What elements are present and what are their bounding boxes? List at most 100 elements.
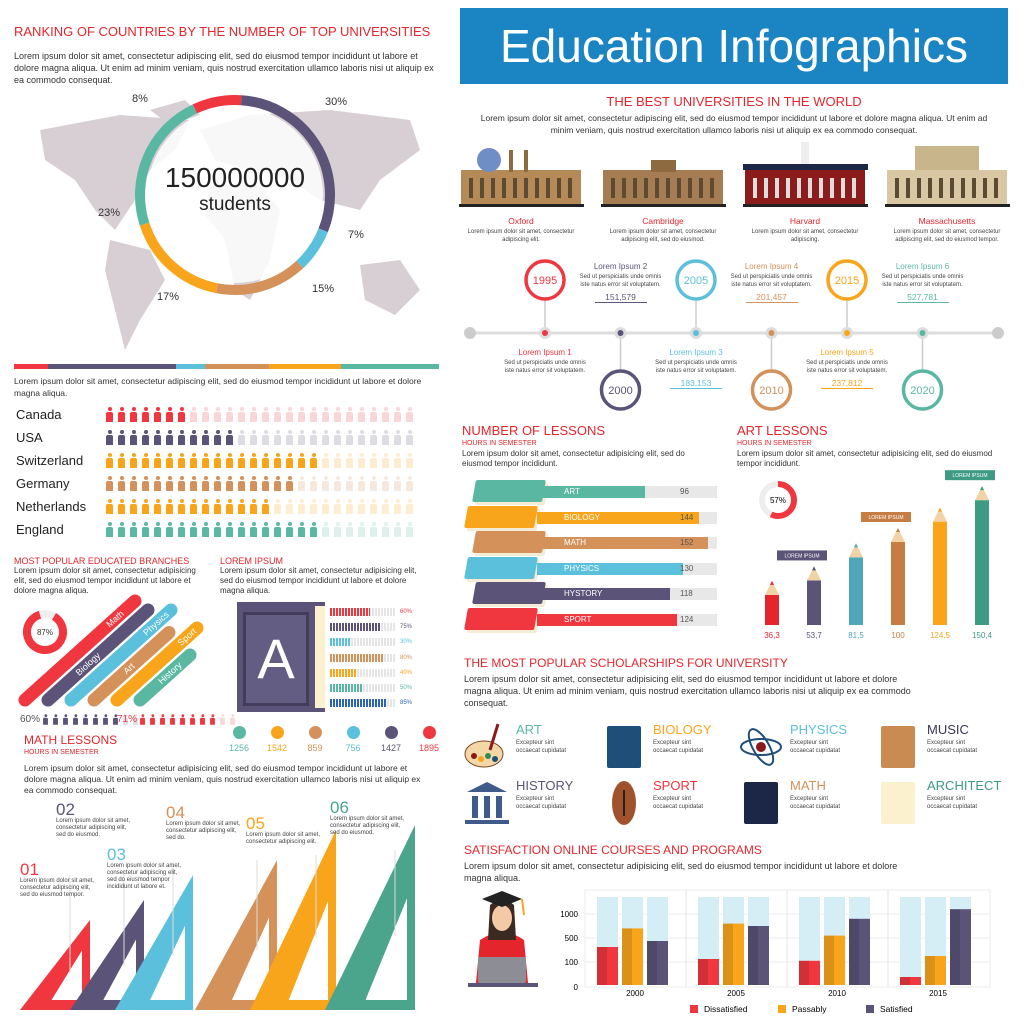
country-pictogram-row	[105, 495, 414, 518]
person-icon	[165, 453, 174, 468]
person-icon	[285, 522, 294, 537]
stat-item: 1256	[222, 726, 256, 753]
pencil-value: 81,5	[848, 631, 864, 640]
legend-label: Passably	[792, 1004, 827, 1014]
art-subtitle: HOURS IN SEMESTER	[737, 440, 812, 447]
person-icon	[129, 499, 138, 514]
person-icon	[297, 430, 306, 445]
pencil-flag	[777, 550, 827, 561]
scholarship-item[interactable]: ART Excepteur sint occaecat cupidatat	[462, 722, 599, 772]
timeline-year-circle[interactable]	[750, 369, 793, 411]
person-icon	[219, 714, 225, 725]
book-bar-label: 60%	[400, 608, 413, 615]
timeline-year-circle[interactable]	[826, 259, 868, 301]
timeline-year: 2005	[684, 275, 708, 287]
university-building-icon	[742, 142, 868, 207]
book-title: LOREM IPSUM	[220, 556, 284, 566]
math-step: 06 Lorem ipsum dolor sit amet, consectetu…	[330, 799, 410, 837]
scholarship-item[interactable]: PHYSICS Excepteur sint occaecat cupidatat	[736, 722, 873, 772]
person-icon	[177, 476, 186, 491]
pencil-bar	[807, 580, 821, 625]
university-name: Harvard	[789, 216, 821, 226]
person-icon	[213, 453, 222, 468]
person-icon	[369, 453, 378, 468]
timeline-entry-value: 237,812	[821, 378, 873, 389]
segment-label: 8%	[132, 93, 148, 105]
person-icon	[225, 522, 234, 537]
person-icon	[62, 714, 68, 725]
person-icon	[405, 453, 414, 468]
scholarship-item[interactable]: HISTORY Excepteur sint occaecat cupidatat	[462, 778, 599, 828]
person-icon	[333, 476, 342, 491]
person-icon	[129, 522, 138, 537]
timeline-year-circle[interactable]	[524, 259, 566, 301]
scholarship-text: Excepteur sint occaecat cupidatat	[653, 740, 704, 754]
pencil-value: 124,5	[930, 631, 951, 640]
lesson-value: 130	[680, 563, 694, 573]
bar-satisfied	[748, 926, 769, 985]
scholarship-item[interactable]: MUSIC Excepteur sint occaecat cupidatat	[873, 722, 1010, 772]
scholarship-name: ARCHITECT	[927, 778, 1002, 793]
person-icon	[285, 476, 294, 491]
donut-segment	[139, 222, 218, 294]
scholarship-item[interactable]: BIOLOGY Excepteur sint occaecat cupidatat	[599, 722, 736, 772]
pencil-bar	[975, 500, 989, 625]
stat-dot-icon	[422, 726, 436, 739]
bar-dissatisfied	[698, 959, 719, 985]
timeline-year-circle[interactable]	[675, 259, 717, 301]
person-icon	[159, 714, 165, 725]
scholarship-text: Excepteur sint occaecat cupidatat	[516, 796, 567, 810]
lesson-label: ART	[564, 487, 580, 496]
pencil-bar	[933, 521, 947, 625]
person-icon	[381, 430, 390, 445]
book-icon: A	[237, 602, 325, 712]
timeline-entry: Lorem Ipsum 6 Sed ut perspiciatis unde om…	[878, 262, 968, 303]
country-name: Switzerland	[16, 453, 84, 468]
pencil-value: 100	[891, 631, 905, 640]
scholarship-item[interactable]: ARCHITECT Excepteur sint occaecat cupidat…	[873, 778, 1010, 828]
person-icon	[72, 714, 78, 725]
branch-stat-2: 71%	[117, 714, 138, 725]
timeline-year-circle[interactable]	[599, 369, 642, 411]
person-icon	[333, 430, 342, 445]
person-icon	[105, 499, 114, 514]
stat-value: 1427	[380, 743, 402, 753]
university-name: Oxford	[508, 216, 534, 226]
book-bar: 50%	[330, 680, 412, 695]
y-tick-label: 500	[565, 934, 579, 943]
scholarship-item[interactable]: MATH Excepteur sint occaecat cupidatat	[736, 778, 873, 828]
person-icon	[333, 453, 342, 468]
pencil-bar	[765, 594, 779, 625]
timeline-entry: Lorem Ipsum 2 Sed ut perspiciatis unde om…	[576, 262, 666, 303]
stripe-segment	[175, 364, 206, 369]
timeline-entry-text: Sed ut perspiciatis unde omnis iste natu…	[806, 360, 888, 374]
person-icon	[321, 407, 330, 422]
person-icon	[229, 714, 235, 725]
stat-item: 859	[298, 726, 332, 753]
university-card: Harvard Lorem ipsum dolor sit amet, conse…	[740, 140, 870, 244]
lesson-bar	[537, 537, 708, 549]
person-icon	[309, 499, 318, 514]
scholarship-name: SPORT	[653, 778, 698, 793]
math-step-text: Lorem ipsum dolor sit amet, consectetur …	[246, 832, 321, 845]
branch-bar	[41, 603, 155, 707]
university-card: Oxford Lorem ipsum dolor sit amet, consec…	[456, 140, 586, 244]
timeline-entry-value: 151,579	[594, 292, 647, 303]
person-icon	[213, 476, 222, 491]
person-icon	[201, 430, 210, 445]
timeline-year-circle[interactable]	[901, 369, 944, 411]
scholarship-item[interactable]: SPORT Excepteur sint occaecat cupidatat	[599, 778, 736, 828]
ranking-text: Lorem ipsum dolor sit amet, consectetur …	[14, 51, 434, 85]
person-icon	[132, 714, 138, 725]
x-tick-label: 2000	[626, 989, 644, 998]
math-step-number: 02	[56, 800, 75, 819]
person-icon	[201, 522, 210, 537]
person-icon	[153, 522, 162, 537]
timeline-dot	[542, 330, 548, 336]
country-name: Canada	[16, 407, 62, 422]
person-icon	[141, 476, 150, 491]
bar-background	[900, 897, 921, 985]
lessons-subtitle: HOURS IN SEMESTER	[462, 440, 537, 447]
scholarship-text: Excepteur sint occaecat cupidatat	[927, 740, 978, 754]
art-lessons-chart: 57% 36,3 53,7 LOREM IPSUM 81,5 100 LOREM IPSUM…	[759, 470, 995, 640]
